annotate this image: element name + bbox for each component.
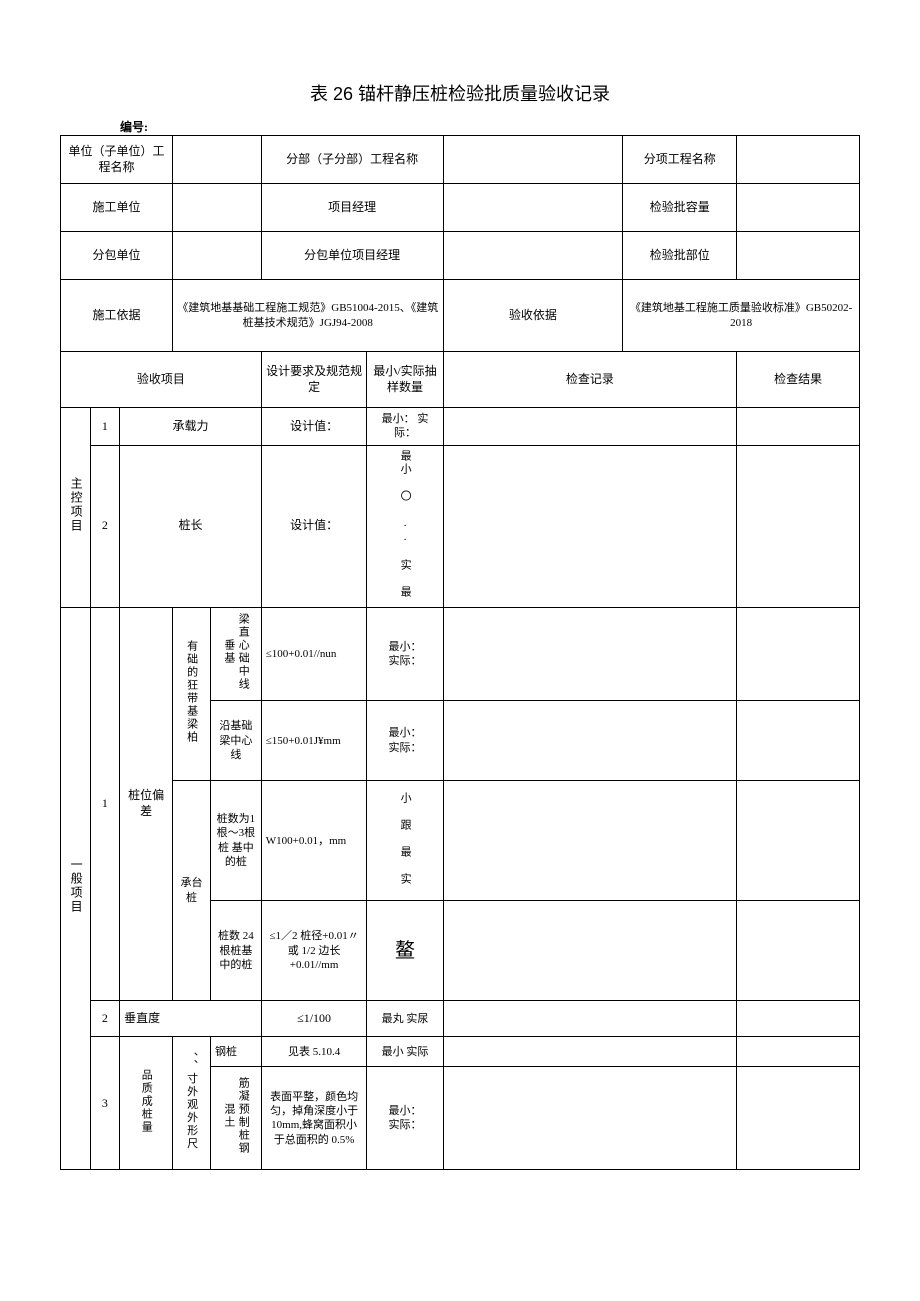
gen1-a1-name: 梁直心础中线垂基 xyxy=(211,607,262,700)
gen3-r2-req: 表面平整，颜色均匀，掉角深度小于 10mm,蜂窝面积小于总面积的 0.5% xyxy=(261,1067,367,1170)
main-ctrl-label: 主控项目 xyxy=(61,408,91,608)
table-row: 2 垂直度 ≤1/100 最丸 实尿 xyxy=(61,1001,860,1037)
hdr-sub-pm: 分包单位项目经理 xyxy=(261,232,443,280)
gen1-a1-sample: 最小：实际： xyxy=(367,607,443,700)
table-row: 承台桩 桩数为1 根～3根 桩 基中的桩 W100+0.01，mm 小 跟 最 … xyxy=(61,781,860,901)
gen1-b1-sample: 小 跟 最 实 xyxy=(367,781,443,901)
table-row: 施工单位 项目经理 检验批容量 xyxy=(61,184,860,232)
table-row: 3 品质成桩量 、、寸外观外形尺 钢桩 见表 5.10.4 最小 实际 xyxy=(61,1037,860,1067)
table-row: 一般项目 1 桩位偏差 有础的狂带基梁柏 梁直心础中线垂基 ≤100+0.01/… xyxy=(61,607,860,700)
gen3-r1-name: 钢桩 xyxy=(211,1037,262,1067)
cell-blank xyxy=(443,445,737,607)
cell-blank xyxy=(173,136,262,184)
cell-blank xyxy=(443,232,623,280)
mc-name-2: 桩长 xyxy=(120,445,262,607)
gen2-no: 2 xyxy=(90,1001,120,1037)
hdr-pm: 项目经理 xyxy=(261,184,443,232)
mc-sample-2: 最小 〇 .. 实 最 xyxy=(367,445,443,607)
hdr-subpart-name: 分部（子分部）工程名称 xyxy=(261,136,443,184)
hdr-subcontractor: 分包单位 xyxy=(61,232,173,280)
cell-blank xyxy=(443,701,737,781)
acceptance-basis-text: 《建筑地基工程施工质量验收标准》GB50202-2018 xyxy=(623,280,860,352)
cell-blank xyxy=(737,607,860,700)
gen2-name: 垂直度 xyxy=(120,1001,262,1037)
gen1-sub-b: 承台桩 xyxy=(173,781,211,1001)
gen1-a2-name: 沿基础梁中心线 xyxy=(211,701,262,781)
hdr-design-req: 设计要求及规范规定 xyxy=(261,352,367,408)
gen1-a2-sample: 最小：实际： xyxy=(367,701,443,781)
hdr-subitem-name: 分项工程名称 xyxy=(623,136,737,184)
cell-blank xyxy=(737,901,860,1001)
gen1-no: 1 xyxy=(90,607,120,1000)
general-label: 一般项目 xyxy=(61,607,91,1170)
number-label: 编号: xyxy=(60,118,860,135)
mc-req-2: 设计值： xyxy=(261,445,367,607)
gen3-sub: 、、寸外观外形尺 xyxy=(173,1037,211,1170)
cell-blank xyxy=(737,1067,860,1170)
construction-basis-text: 《建筑地基基础工程施工规范》GB51004-2015、《建筑桩基技术规范》JGJ… xyxy=(173,280,444,352)
gen1-a1-req: ≤100+0.01//nun xyxy=(261,607,367,700)
cell-blank xyxy=(737,408,860,446)
cell-blank xyxy=(173,232,262,280)
hdr-inspection-result: 检查结果 xyxy=(737,352,860,408)
cell-blank xyxy=(443,607,737,700)
cell-blank xyxy=(443,136,623,184)
gen3-r1-sample: 最小 实际 xyxy=(367,1037,443,1067)
gen2-sample: 最丸 实尿 xyxy=(367,1001,443,1037)
table-row: 验收项目 设计要求及规范规定 最小/实际抽样数量 检查记录 检查结果 xyxy=(61,352,860,408)
cell-blank xyxy=(737,1037,860,1067)
hdr-acceptance-basis: 验收依据 xyxy=(443,280,623,352)
hdr-batch-capacity: 检验批容量 xyxy=(623,184,737,232)
cell-blank xyxy=(443,1001,737,1037)
mc-no-2: 2 xyxy=(90,445,120,607)
gen1-sub-a: 有础的狂带基梁柏 xyxy=(173,607,211,780)
gen3-r1-req: 见表 5.10.4 xyxy=(261,1037,367,1067)
cell-blank xyxy=(443,781,737,901)
cell-blank xyxy=(737,136,860,184)
cell-blank xyxy=(737,701,860,781)
gen1-b1-name: 桩数为1 根～3根 桩 基中的桩 xyxy=(211,781,262,901)
cell-blank xyxy=(443,184,623,232)
gen1-name: 桩位偏差 xyxy=(120,607,173,1000)
gen2-req: ≤1/100 xyxy=(261,1001,367,1037)
gen1-a2-req: ≤150+0.01J¥mm xyxy=(261,701,367,781)
cell-blank xyxy=(737,184,860,232)
page-title: 表 26 锚杆静压桩检验批质量验收记录 xyxy=(60,80,860,106)
hdr-acceptance-item: 验收项目 xyxy=(61,352,262,408)
mc-req-1: 设计值： xyxy=(261,408,367,446)
table-row: 2 桩长 设计值： 最小 〇 .. 实 最 xyxy=(61,445,860,607)
mc-sample-1: 最小： 实际： xyxy=(367,408,443,446)
hdr-batch-location: 检验批部位 xyxy=(623,232,737,280)
hdr-unit-name: 单位（子单位）工程名称 xyxy=(61,136,173,184)
hdr-construction-unit: 施工单位 xyxy=(61,184,173,232)
gen1-b1-req: W100+0.01，mm xyxy=(261,781,367,901)
cell-blank xyxy=(737,232,860,280)
gen3-r2-name: 筋凝预制桩钢混土 xyxy=(211,1067,262,1170)
table-row: 单位（子单位）工程名称 分部（子分部）工程名称 分项工程名称 xyxy=(61,136,860,184)
table-row: 分包单位 分包单位项目经理 检验批部位 xyxy=(61,232,860,280)
gen1-b2-name: 桩数 24根桩基中的桩 xyxy=(211,901,262,1001)
cell-blank xyxy=(443,1037,737,1067)
hdr-sample-qty: 最小/实际抽样数量 xyxy=(367,352,443,408)
cell-blank xyxy=(173,184,262,232)
cell-blank xyxy=(737,781,860,901)
cell-blank xyxy=(443,1067,737,1170)
cell-blank xyxy=(737,1001,860,1037)
cell-blank xyxy=(737,445,860,607)
inspection-table: 单位（子单位）工程名称 分部（子分部）工程名称 分项工程名称 施工单位 项目经理… xyxy=(60,135,860,1170)
mc-no-1: 1 xyxy=(90,408,120,446)
table-row: 主控项目 1 承载力 设计值： 最小： 实际： xyxy=(61,408,860,446)
table-row: 施工依据 《建筑地基基础工程施工规范》GB51004-2015、《建筑桩基技术规… xyxy=(61,280,860,352)
cell-blank xyxy=(443,408,737,446)
gen3-r2-sample: 最小：实际： xyxy=(367,1067,443,1170)
gen1-b2-req: ≤1／2 桩径+0.01〃或 1/2 边长+0.01//mm xyxy=(261,901,367,1001)
gen3-no: 3 xyxy=(90,1037,120,1170)
gen1-b2-sample: 鳌 xyxy=(367,901,443,1001)
mc-name-1: 承载力 xyxy=(120,408,262,446)
hdr-inspection-record: 检查记录 xyxy=(443,352,737,408)
cell-blank xyxy=(443,901,737,1001)
hdr-construction-basis: 施工依据 xyxy=(61,280,173,352)
gen3-name: 品质成桩量 xyxy=(120,1037,173,1170)
